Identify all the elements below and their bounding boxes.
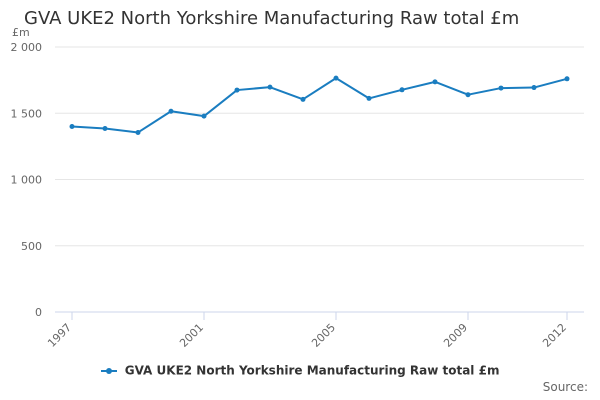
data-point <box>531 85 537 91</box>
legend-dot-marker <box>105 367 112 374</box>
x-tick-label: 2012 <box>540 321 569 350</box>
x-tick-label: 2009 <box>441 321 470 350</box>
y-tick-label: 1 000 <box>11 174 43 187</box>
grid-lines <box>55 46 584 247</box>
x-tick-label: 1997 <box>45 321 74 350</box>
data-point <box>69 124 75 129</box>
series-line <box>71 77 568 134</box>
y-tick-label: 1 500 <box>11 107 43 120</box>
data-point <box>168 108 174 114</box>
y-tick-label: 0 <box>35 306 42 319</box>
data-point <box>300 96 306 102</box>
data-point <box>498 85 504 91</box>
data-point <box>564 76 570 82</box>
data-point <box>465 92 471 98</box>
data-point <box>333 75 339 81</box>
legend[interactable]: GVA UKE2 North Yorkshire Manufacturing R… <box>0 363 600 378</box>
data-point <box>201 113 207 119</box>
chart-title: GVA UKE2 North Yorkshire Manufacturing R… <box>24 8 520 29</box>
legend-series-swatch <box>100 366 117 376</box>
y-tick-label: 500 <box>21 240 42 253</box>
data-point <box>267 84 273 90</box>
data-point <box>399 87 405 93</box>
data-point <box>432 79 438 85</box>
data-point <box>102 125 108 131</box>
y-tick-label: 2 000 <box>11 41 43 54</box>
data-point <box>366 95 372 101</box>
source-label[interactable]: Source: <box>542 380 588 394</box>
y-axis-unit-label: £m <box>12 26 30 39</box>
series-group <box>69 75 570 135</box>
data-point <box>234 87 240 93</box>
x-tick-label: 2005 <box>309 321 338 350</box>
axes: 0 500 1 000 1 500 2 000 1997 2001 2005 2009 2012 <box>11 41 584 350</box>
data-point <box>135 129 141 135</box>
x-tick-label: 2001 <box>177 321 206 350</box>
legend-series-label: GVA UKE2 North Yorkshire Manufacturing R… <box>124 363 500 378</box>
